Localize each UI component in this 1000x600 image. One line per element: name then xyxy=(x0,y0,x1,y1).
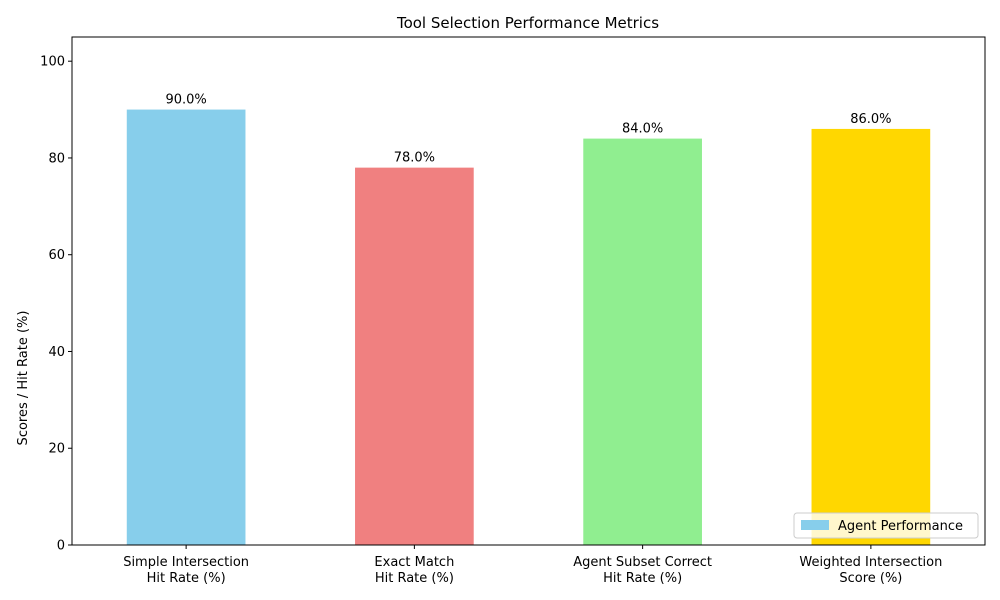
x-tick-label-3: Agent Subset Correct Hit Rate (%) xyxy=(573,555,712,586)
x-tick-label-line: Hit Rate (%) xyxy=(147,571,226,586)
plot-area: 90.0% 78.0% 84.0% 86.0% 0 20 40 60 80 100 Simple I… xyxy=(40,36,986,586)
y-tick-label-20: 20 xyxy=(48,442,65,457)
chart-title: Tool Selection Performance Metrics xyxy=(396,14,659,32)
x-tick-label-line: Score (%) xyxy=(839,571,902,586)
x-tick-label-line: Agent Subset Correct xyxy=(573,555,712,570)
legend-swatch xyxy=(801,520,829,530)
axes-frame xyxy=(71,36,986,546)
data-label-1: 90.0% xyxy=(165,93,206,108)
y-tick-label-0: 0 xyxy=(57,539,65,554)
x-tick-label-line: Hit Rate (%) xyxy=(375,571,454,586)
x-tick-label-1: Simple Intersection Hit Rate (%) xyxy=(123,555,249,586)
x-tick-label-line: Hit Rate (%) xyxy=(603,571,682,586)
x-tick-label-line: Simple Intersection xyxy=(123,555,249,570)
x-tick-label-2: Exact Match Hit Rate (%) xyxy=(374,555,454,586)
x-tick-label-line: Exact Match xyxy=(374,555,454,570)
data-label-2: 78.0% xyxy=(394,151,435,166)
legend-label: Agent Performance xyxy=(838,519,963,534)
x-tick-label-line: Weighted Intersection xyxy=(799,555,942,570)
data-label-3: 84.0% xyxy=(622,122,663,137)
y-tick-label-80: 80 xyxy=(48,151,65,166)
y-tick-label-100: 100 xyxy=(40,55,65,70)
bar-3 xyxy=(583,138,702,545)
bar-1 xyxy=(126,109,246,545)
y-tick-label-40: 40 xyxy=(48,345,65,360)
y-tick-label-60: 60 xyxy=(48,248,65,263)
data-label-4: 86.0% xyxy=(850,112,891,127)
x-tick-label-4: Weighted Intersection Score (%) xyxy=(799,555,942,586)
legend: Agent Performance xyxy=(793,512,979,539)
y-axis-label: Scores / Hit Rate (%) xyxy=(16,311,31,446)
bar-2 xyxy=(355,167,474,545)
legend-box xyxy=(793,512,979,539)
bar-4 xyxy=(811,128,931,546)
